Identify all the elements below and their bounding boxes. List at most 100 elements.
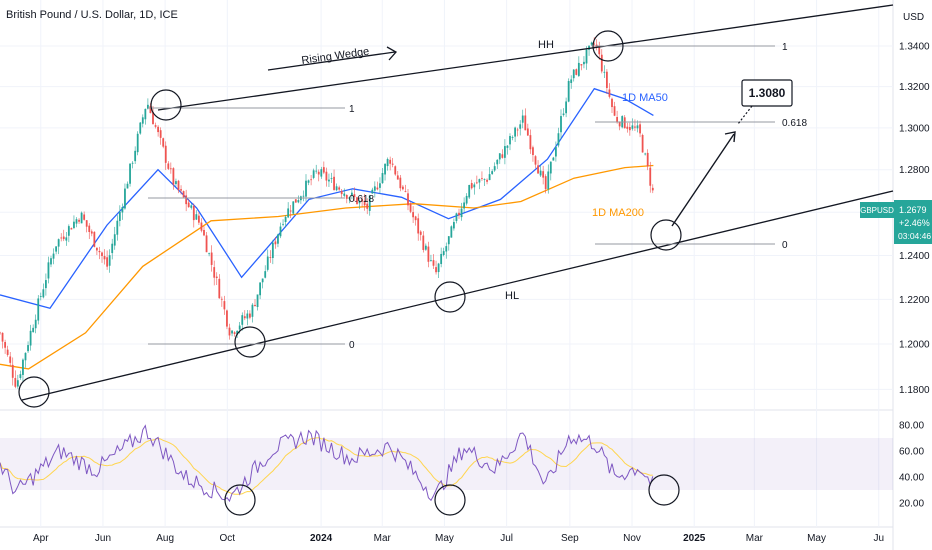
price-tag[interactable]: [894, 200, 932, 244]
fib2-label-0: 0: [782, 240, 788, 251]
candle-body: [85, 220, 88, 227]
price-axis[interactable]: [893, 0, 932, 550]
candle-body: [195, 214, 198, 220]
candle-body: [557, 133, 560, 146]
series-1d-ma50[interactable]: [0, 87, 654, 309]
candle-body: [236, 330, 239, 335]
target-arrow[interactable]: [671, 133, 735, 227]
candle-body: [144, 108, 147, 120]
rsi-circle[interactable]: [224, 484, 256, 516]
candle-body: [139, 122, 142, 134]
candle-body: [152, 112, 154, 125]
candle-body: [37, 298, 40, 321]
candle-body: [460, 208, 463, 218]
candle-body: [238, 325, 241, 330]
x-tick-label: 2024: [310, 533, 333, 544]
candle-body: [381, 173, 384, 184]
candle-body: [330, 178, 333, 179]
candle-body: [141, 117, 144, 124]
candle-body: [532, 147, 534, 156]
candle-body: [226, 310, 228, 327]
candle-body: [243, 316, 246, 319]
candle-body: [412, 212, 414, 218]
y-tick-label: 1.2800: [899, 165, 930, 176]
last-price: 1.2679: [899, 205, 927, 215]
candle-body: [167, 163, 170, 169]
x-tick-label: Mar: [746, 533, 764, 544]
x-tick-label: Nov: [623, 533, 641, 544]
candle-body: [182, 191, 185, 198]
candle-body: [641, 135, 644, 153]
pivot-circle[interactable]: [18, 376, 50, 408]
candle-body: [126, 183, 129, 189]
candle-body: [333, 176, 335, 190]
pivot-circle[interactable]: [234, 326, 266, 358]
candle-body: [435, 267, 437, 273]
candle-body: [116, 220, 119, 235]
candle-body: [404, 191, 407, 192]
candle-body: [534, 156, 537, 165]
candle-body: [514, 127, 516, 137]
candle-body: [131, 162, 134, 164]
candle-body: [231, 330, 233, 334]
candle-body: [501, 154, 504, 158]
candle-body: [93, 231, 96, 247]
wedge-lower-line[interactable]: [21, 190, 894, 401]
candle-body: [338, 187, 341, 190]
ticker-tag-text: GBPUSD: [860, 206, 894, 215]
candle-body: [361, 199, 363, 202]
candle-body: [259, 282, 261, 296]
candle-body: [78, 219, 80, 222]
ma50-label: 1D MA50: [622, 92, 668, 104]
candle-body: [593, 43, 596, 45]
candle-body: [348, 197, 351, 199]
candle-body: [205, 235, 208, 253]
candle-body: [447, 236, 450, 245]
candle-body: [414, 216, 417, 221]
candle-body: [185, 195, 188, 205]
candle-body: [562, 113, 565, 116]
ticker-tag[interactable]: [860, 202, 894, 218]
candle-body: [504, 146, 506, 158]
candle-body: [47, 262, 50, 279]
pivot-circle[interactable]: [592, 30, 624, 62]
candle-body: [631, 125, 634, 129]
candle-body: [210, 252, 213, 265]
candle-body: [465, 195, 468, 204]
candle-body: [60, 237, 63, 239]
target-callout[interactable]: [741, 79, 793, 107]
rsi-circle[interactable]: [648, 474, 680, 506]
x-tick-label: Oct: [220, 533, 236, 544]
candle-body: [407, 193, 409, 206]
candle-body: [491, 171, 494, 174]
candle-body: [353, 194, 356, 198]
candle-body: [172, 168, 175, 185]
pivot-circle[interactable]: [150, 89, 182, 121]
wedge-upper-line[interactable]: [157, 4, 894, 111]
main-pane[interactable]: [0, 0, 893, 410]
wedge-arrow[interactable]: [267, 51, 396, 71]
fib1-label-1: 1: [349, 104, 355, 115]
pivot-circle[interactable]: [650, 219, 682, 251]
candle-body: [292, 201, 295, 214]
rsi-circle[interactable]: [434, 484, 466, 516]
rsi-line[interactable]: [0, 424, 654, 503]
candle-body: [305, 180, 307, 197]
candle-body: [65, 237, 68, 241]
candle-body: [391, 163, 394, 165]
candle-body: [463, 202, 465, 209]
candle-body: [24, 352, 27, 361]
candle-body: [4, 342, 6, 348]
pivot-circle[interactable]: [434, 281, 466, 313]
series-1d-ma200[interactable]: [0, 164, 654, 370]
y-tick-label: 1.3200: [899, 82, 930, 93]
target-arrow-head: [724, 131, 736, 143]
hl-label: HL: [505, 290, 519, 302]
currency-label: USD: [903, 12, 924, 23]
candle-body: [19, 374, 22, 378]
candle-body: [396, 175, 399, 180]
candle-body: [351, 192, 353, 196]
candle-body: [147, 104, 149, 109]
